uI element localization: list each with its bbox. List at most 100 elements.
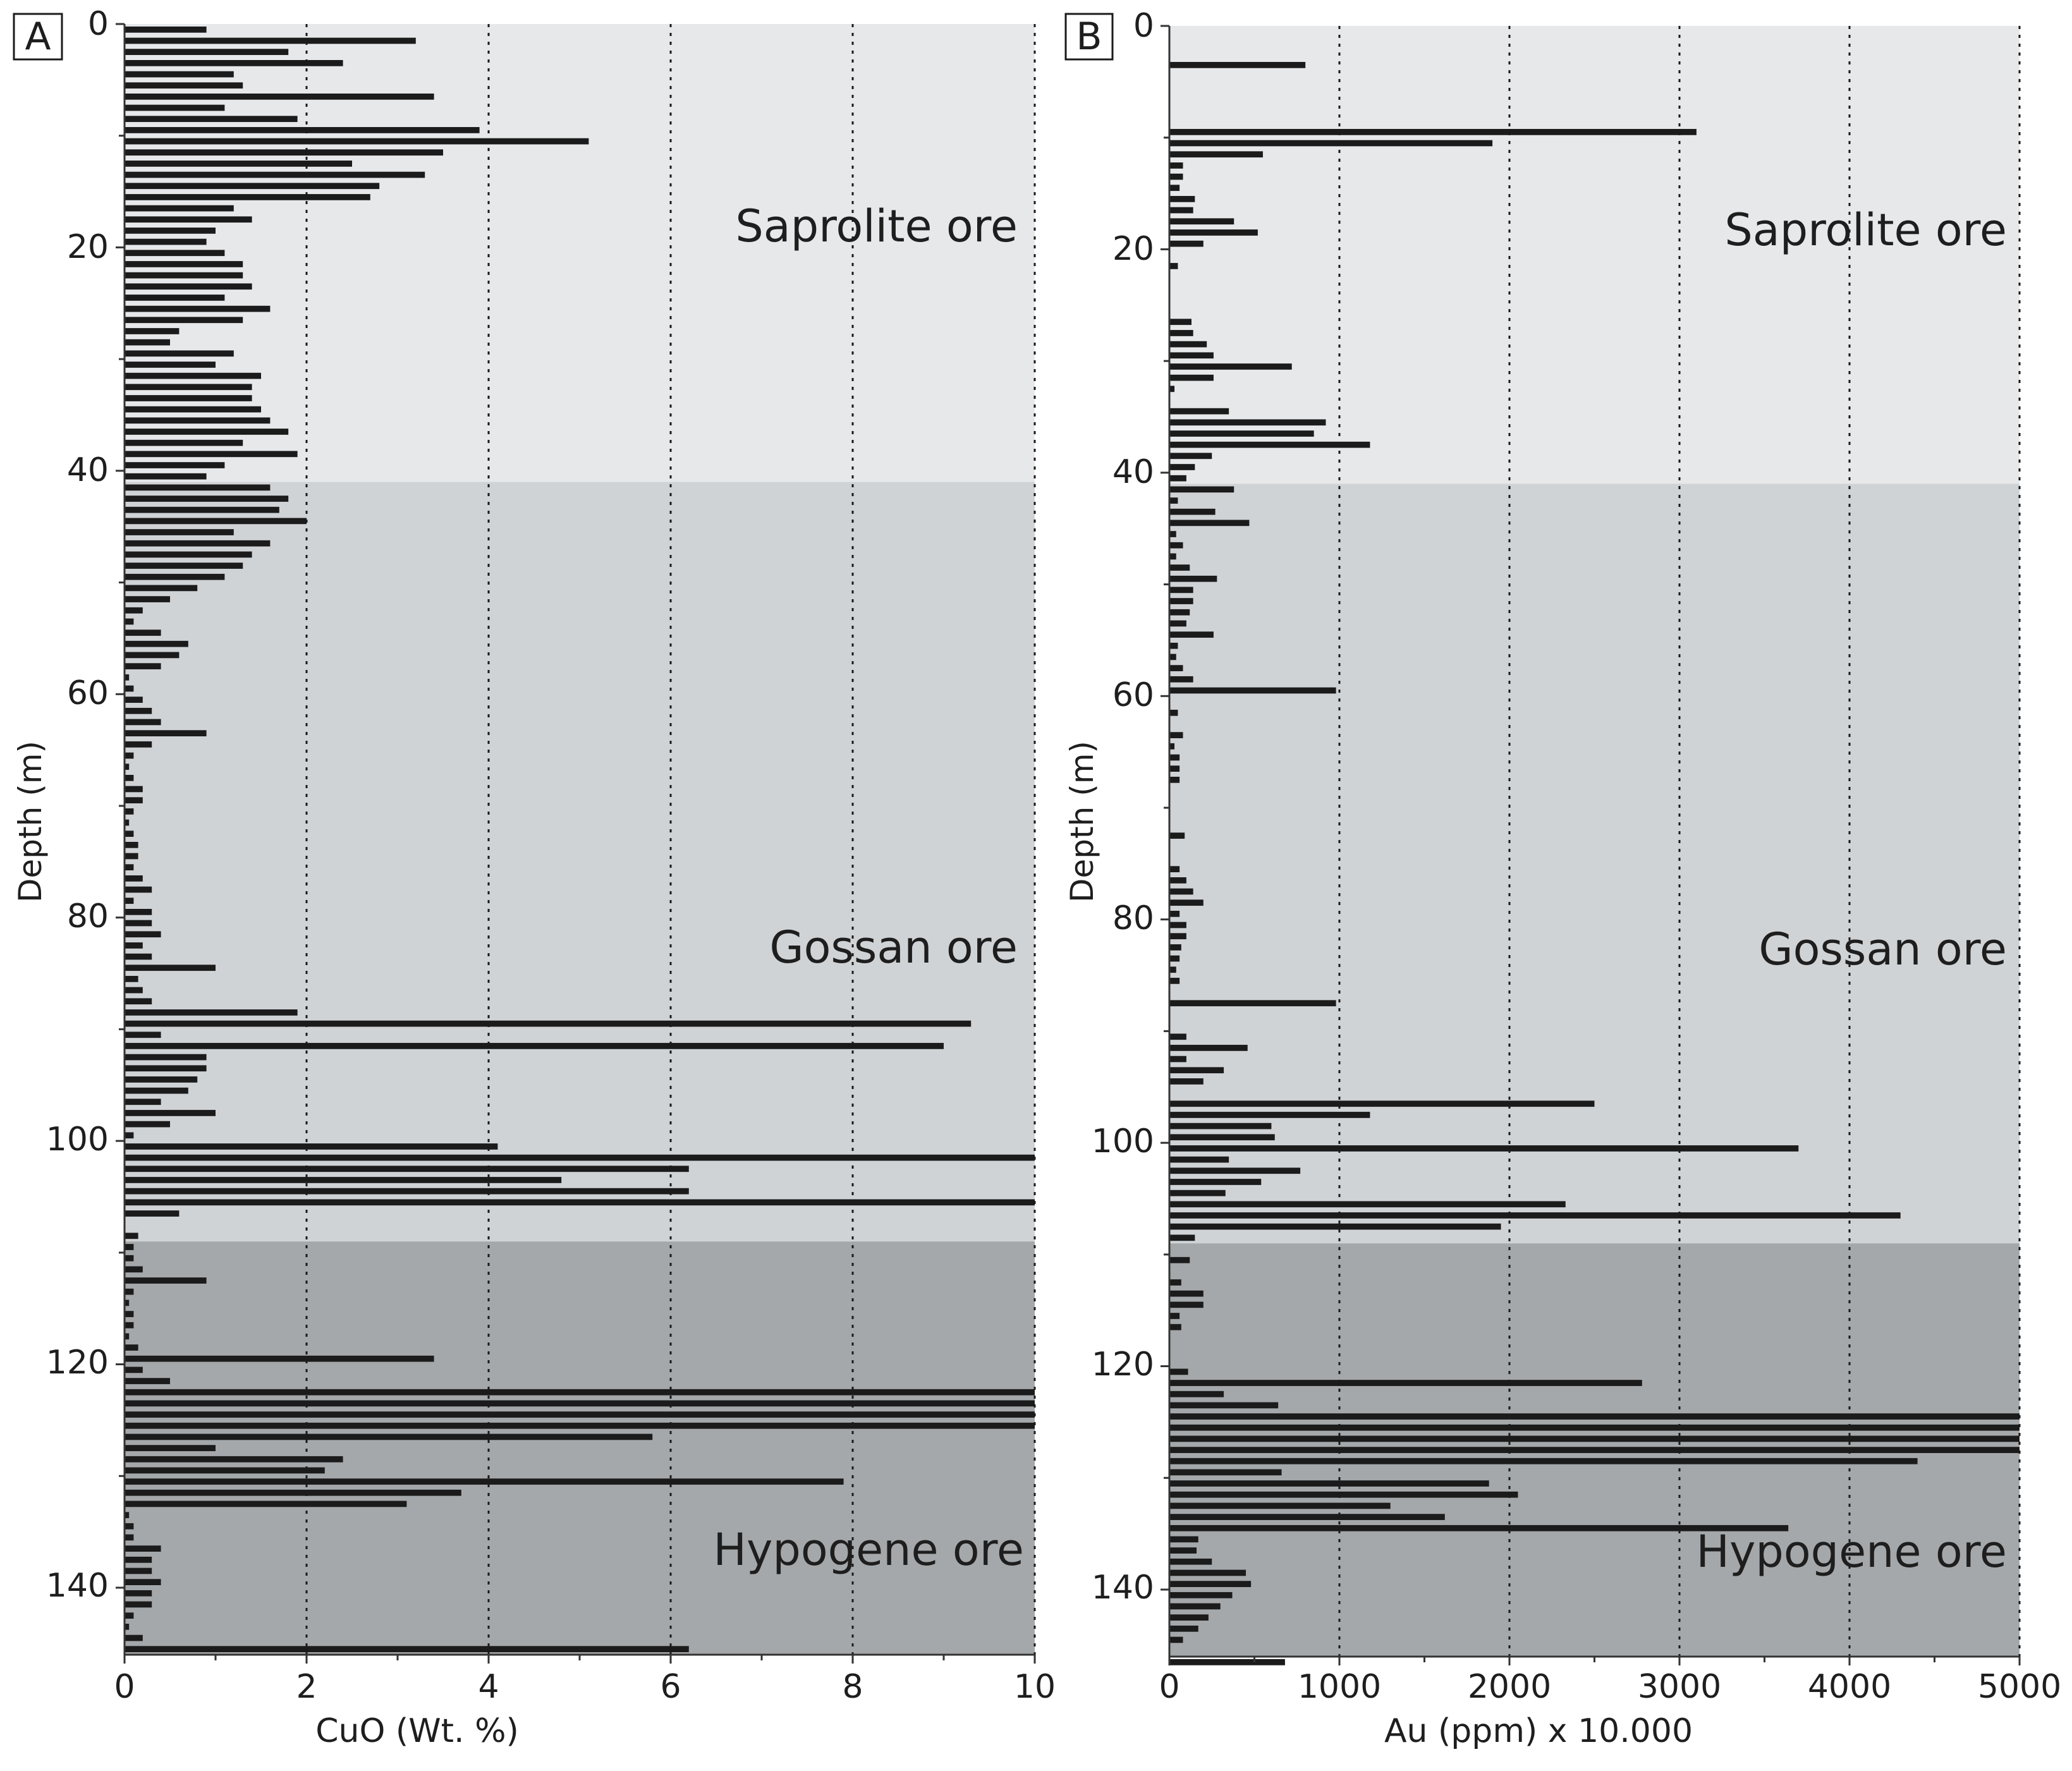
panel-b-label-box: B <box>1064 13 1114 61</box>
bar <box>1169 1145 1799 1152</box>
bar <box>1169 173 1183 180</box>
bar <box>125 1422 1035 1429</box>
bar <box>1169 1558 1212 1565</box>
bar <box>1169 386 1175 393</box>
bar <box>125 1054 207 1061</box>
bar <box>125 1567 152 1574</box>
bar <box>125 1121 170 1128</box>
panel-b-y-tick-label: 60 <box>1112 676 1154 714</box>
bar <box>1169 1480 1489 1487</box>
bar <box>1169 1112 1370 1118</box>
panel-a-zones <box>125 24 1035 1655</box>
bar <box>1169 508 1216 515</box>
panel-b-y-tick-label: 80 <box>1112 899 1154 937</box>
bar <box>125 1523 134 1530</box>
bar <box>125 953 152 960</box>
bar <box>125 1311 134 1317</box>
bar <box>1169 61 1306 68</box>
bar <box>1169 922 1186 928</box>
bar <box>1169 564 1190 571</box>
bar <box>1169 453 1212 459</box>
panel-a-x-tick-label: 10 <box>1014 1668 1056 1706</box>
bar <box>1169 1190 1226 1196</box>
bar <box>1169 531 1176 537</box>
bar <box>1169 1447 2020 1453</box>
bar <box>125 1009 298 1016</box>
bar <box>125 317 243 324</box>
bar <box>125 920 152 927</box>
bar <box>125 596 170 602</box>
bar <box>1169 207 1193 214</box>
bar <box>125 998 152 1005</box>
bar <box>125 506 279 513</box>
bar <box>1169 1279 1181 1286</box>
bar <box>125 674 130 681</box>
bar <box>1169 341 1207 348</box>
panel-a-axes <box>116 23 1036 1664</box>
bar <box>1169 497 1178 504</box>
bar <box>1169 631 1214 638</box>
panel-a-y-tick-label: 0 <box>88 5 109 43</box>
panel-a-zone-label-hypogene: Hypogene ore <box>713 1524 1024 1576</box>
bar <box>125 1154 1035 1161</box>
bar <box>1169 933 1186 940</box>
bar <box>125 1110 216 1116</box>
bar <box>1169 1491 1518 1498</box>
bar <box>125 1556 152 1563</box>
bar <box>1169 1614 1209 1621</box>
bar <box>1169 1223 1501 1230</box>
bar <box>125 1646 689 1653</box>
bar <box>125 529 234 535</box>
panel-a-y-axis-title: Depth (m) <box>12 741 49 903</box>
bar <box>1169 687 1336 694</box>
bar <box>1169 542 1183 549</box>
bar <box>125 1478 844 1485</box>
bar <box>125 496 289 502</box>
bar <box>125 1445 216 1451</box>
panel-a-x-tick-label: 4 <box>478 1668 499 1706</box>
bar <box>125 49 289 56</box>
bar <box>125 1489 461 1496</box>
bar <box>125 1143 498 1150</box>
bar <box>1169 441 1370 448</box>
bar <box>125 1355 434 1362</box>
panel-a-y-tick-label: 140 <box>46 1567 109 1605</box>
zone-band-hypogene <box>125 1241 1035 1655</box>
bar <box>125 640 188 647</box>
panel-b-label: B <box>1076 15 1102 59</box>
bar <box>1169 1234 1195 1241</box>
bar <box>125 183 380 190</box>
panel-a-y-tick-label: 40 <box>67 451 109 489</box>
bar <box>1169 1625 1198 1632</box>
bar <box>125 350 234 357</box>
panel-a-x-tick-label: 6 <box>660 1668 681 1706</box>
bar <box>1169 1525 1789 1531</box>
bar <box>125 1288 134 1295</box>
panel-a-zone-label-gossan: Gossan ore <box>769 922 1018 973</box>
bar <box>1169 866 1180 873</box>
bar <box>125 1344 138 1351</box>
bar <box>1169 419 1326 426</box>
panel-b: B Depth (m) Au (ppm) x 10.000 0 1000 200… <box>1064 7 2061 1750</box>
bar <box>1169 832 1185 839</box>
bar <box>125 1389 1035 1396</box>
panel-a-y-tick-label: 80 <box>67 898 109 935</box>
bar <box>1169 1591 1233 1598</box>
panel-b-y-tick-label: 40 <box>1112 453 1154 491</box>
bar <box>125 194 370 200</box>
bar <box>1169 1435 2020 1442</box>
bar <box>125 238 207 245</box>
bar <box>1169 966 1176 973</box>
panel-b-y-tick-label: 120 <box>1092 1346 1154 1384</box>
bar <box>1169 374 1214 381</box>
bar <box>1169 1212 1901 1219</box>
bar <box>1169 732 1183 738</box>
bar <box>1169 1313 1180 1319</box>
zone-band-saprolite <box>125 24 1035 482</box>
bar <box>125 451 298 458</box>
panel-a-x-tick-labels: 0 2 4 6 8 10 <box>114 1668 1056 1706</box>
bar <box>1169 1045 1248 1051</box>
bar <box>1169 776 1180 783</box>
bar <box>125 808 134 815</box>
panel-a-x-axis-title: CuO (Wt. %) <box>315 1712 519 1750</box>
